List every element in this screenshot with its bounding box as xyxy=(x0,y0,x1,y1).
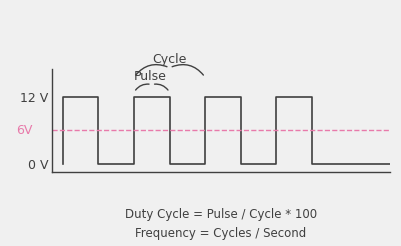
Text: Duty Cycle = Pulse / Cycle * 100
Frequency = Cycles / Second: Duty Cycle = Pulse / Cycle * 100 Frequen… xyxy=(125,208,316,240)
Text: Cycle: Cycle xyxy=(152,53,186,66)
Text: Pulse: Pulse xyxy=(133,70,166,83)
Text: 6V: 6V xyxy=(16,124,32,137)
